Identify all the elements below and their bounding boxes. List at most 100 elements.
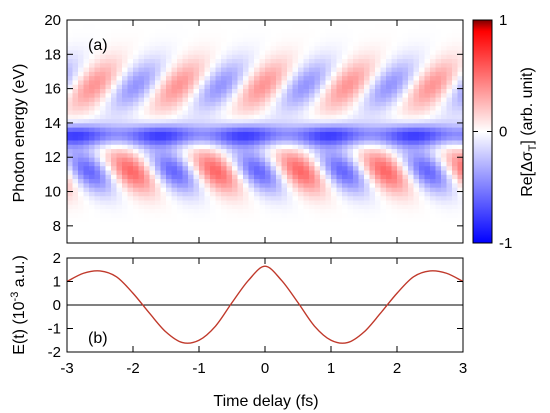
heatmap-cell	[413, 234, 420, 240]
heatmap-cell	[243, 148, 249, 154]
heatmap-cell	[358, 45, 365, 51]
heatmap-cell	[386, 208, 392, 214]
heatmap-cell	[446, 165, 453, 171]
heatmap-cell	[166, 187, 172, 192]
heatmap-cell	[155, 32, 161, 38]
heatmap-cell	[441, 148, 447, 154]
heatmap-cell	[144, 148, 150, 154]
heatmap-cell	[375, 105, 381, 111]
heatmap-cell	[210, 37, 216, 42]
heatmap-cell	[67, 174, 73, 180]
heatmap-cell	[105, 20, 112, 25]
heatmap-cell	[226, 110, 233, 115]
heatmap-cell	[127, 41, 134, 47]
heatmap-cell	[226, 204, 233, 210]
heatmap-cell	[435, 127, 442, 132]
heatmap-cell	[314, 135, 321, 141]
heatmap-cell	[105, 58, 112, 64]
heatmap-cell	[171, 54, 178, 59]
heatmap-cell	[221, 110, 227, 115]
heatmap-cell	[144, 178, 150, 184]
heatmap-cell	[215, 178, 222, 184]
heatmap-cell	[314, 131, 321, 137]
heatmap-cell	[325, 234, 332, 240]
heatmap-cell	[182, 238, 189, 244]
heatmap-cell	[380, 62, 387, 68]
heatmap-cell	[138, 62, 145, 68]
heatmap-cell	[364, 195, 370, 201]
heatmap-cell	[67, 75, 73, 81]
heatmap-cell	[441, 75, 447, 81]
heatmap-cell	[369, 178, 376, 184]
heatmap-cell	[424, 75, 431, 81]
heatmap-cell	[314, 28, 321, 34]
heatmap-cell	[232, 200, 238, 205]
heatmap-cell	[122, 24, 128, 29]
heatmap-cell	[127, 92, 134, 98]
heatmap-cell	[391, 152, 398, 158]
heatmap-cell	[78, 41, 84, 47]
heatmap-cell	[430, 101, 436, 107]
heatmap-cell	[100, 75, 106, 81]
heatmap-cell	[237, 165, 244, 171]
heatmap-cell	[155, 135, 161, 141]
heatmap-cell	[430, 118, 436, 124]
heatmap-cell	[265, 204, 271, 210]
heatmap-cell	[391, 144, 398, 150]
heatmap-cell	[193, 148, 200, 154]
heatmap-cell	[408, 101, 414, 107]
heatmap-cell	[380, 238, 387, 244]
heatmap-cell	[435, 152, 442, 158]
heatmap-cell	[342, 238, 348, 244]
heatmap-cell	[380, 187, 387, 192]
heatmap-cell	[402, 127, 409, 132]
heatmap-cell	[424, 182, 431, 188]
heatmap-cell	[100, 165, 106, 171]
heatmap-cell	[138, 195, 145, 201]
heatmap-cell	[314, 217, 321, 222]
heatmap-cell	[199, 157, 205, 162]
heatmap-cell	[160, 88, 167, 94]
heatmap-cell	[331, 208, 337, 214]
heatmap-cell	[457, 20, 464, 25]
heatmap-cell	[287, 58, 293, 64]
heatmap-cell	[149, 97, 156, 102]
heatmap-cell	[408, 187, 414, 192]
heatmap-cell	[320, 170, 326, 175]
heatmap-cell	[155, 148, 161, 154]
heatmap-cell	[204, 92, 211, 98]
heatmap-cell	[226, 230, 233, 235]
heatmap-cell	[122, 140, 128, 145]
heatmap-cell	[94, 110, 101, 115]
heatmap-cell	[375, 58, 381, 64]
heatmap-cell	[435, 195, 442, 201]
heatmap-cell	[171, 24, 178, 29]
heatmap-cell	[408, 58, 414, 64]
heatmap-cell	[83, 41, 90, 47]
heatmap-cell	[265, 140, 271, 145]
heatmap-cell	[347, 37, 354, 42]
heatmap-cell	[259, 127, 266, 132]
heatmap-cell	[199, 88, 205, 94]
heatmap-cell	[303, 131, 310, 137]
heatmap-cell	[248, 127, 255, 132]
heatmap-cell	[320, 114, 326, 120]
heatmap-cell	[138, 212, 145, 218]
heatmap-cell	[155, 114, 161, 120]
heatmap-cell	[325, 165, 332, 171]
heatmap-cell	[221, 105, 227, 111]
heatmap-cell	[452, 144, 458, 150]
heatmap-cell	[204, 67, 211, 72]
heatmap-cell	[281, 58, 288, 64]
heatmap-cell	[325, 110, 332, 115]
heatmap-cell	[457, 191, 464, 197]
heatmap-cell	[204, 122, 211, 128]
heatmap-cell	[155, 122, 161, 128]
heatmap-cell	[386, 97, 392, 102]
heatmap-cell	[122, 131, 128, 137]
heatmap-cell	[177, 195, 183, 201]
heatmap-cell	[78, 122, 84, 128]
heatmap-cell	[83, 178, 90, 184]
heatmap-cell	[237, 88, 244, 94]
heatmap-cell	[133, 212, 139, 218]
